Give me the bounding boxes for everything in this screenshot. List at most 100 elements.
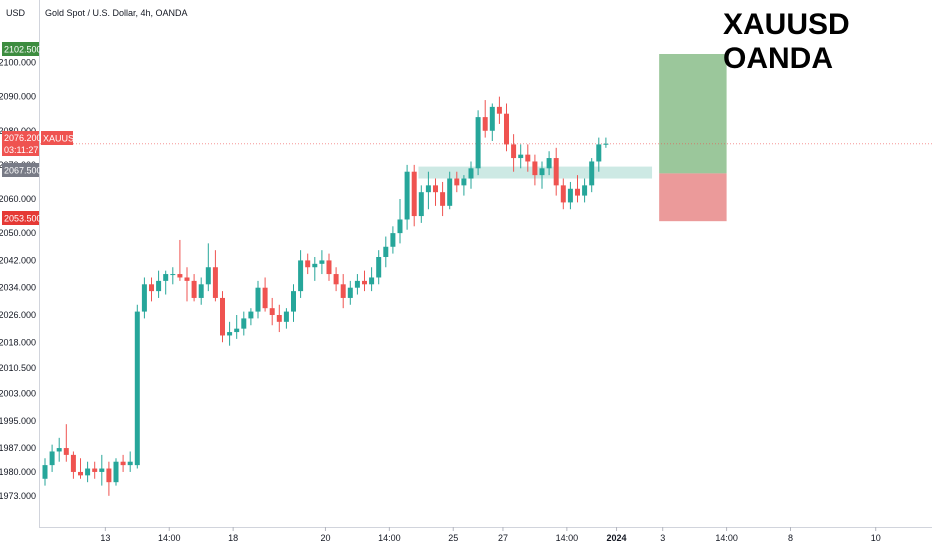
candle-body (170, 274, 176, 276)
candle-body (340, 284, 346, 298)
y-tick-label: 2018.000 (0, 337, 36, 347)
stop-price-label: 2053.500 (2, 211, 42, 225)
loss-zone (659, 173, 727, 222)
candle-body (298, 260, 304, 292)
candle (454, 171, 460, 193)
candle (504, 103, 509, 152)
candle-body (63, 448, 69, 455)
candle-body (184, 277, 190, 281)
candle-body (482, 117, 488, 131)
candle (191, 274, 197, 302)
y-tick-label: 2050.000 (0, 228, 36, 238)
candle-body (120, 461, 126, 466)
candle-body (262, 287, 268, 309)
candle (149, 277, 154, 302)
svg-text:2102.500: 2102.500 (4, 45, 42, 55)
x-tick-label: 2024 (607, 533, 627, 543)
svg-text:2053.500: 2053.500 (4, 214, 42, 224)
candle-body (227, 332, 233, 336)
y-tick-label: 2042.000 (0, 255, 36, 265)
candle-body (369, 277, 375, 285)
candle-body (347, 287, 353, 298)
candle-body (283, 311, 289, 322)
candle (397, 199, 403, 244)
candle (291, 284, 296, 322)
candle (99, 454, 105, 486)
candle-body (56, 448, 62, 452)
candle (49, 444, 55, 472)
candle (269, 297, 275, 326)
candle-body (156, 280, 162, 292)
candle-body (433, 185, 438, 193)
candle-body (504, 113, 509, 145)
candle-body (475, 117, 481, 169)
annotation-line-1: XAUUSD (723, 8, 850, 41)
candle-body (305, 260, 311, 268)
candle (262, 277, 268, 312)
candle (326, 253, 332, 281)
candle (596, 137, 602, 172)
candle-body (454, 178, 460, 186)
candle (468, 161, 474, 189)
candle-body (106, 468, 112, 483)
candle-body (191, 280, 197, 298)
candle-body (397, 219, 403, 234)
x-tick-label: 14:00 (715, 533, 738, 543)
y-tick-label: 1973.000 (0, 491, 36, 501)
candle-body (468, 168, 474, 179)
candle-body (411, 171, 417, 217)
candle-body (589, 161, 595, 186)
candle-body (248, 311, 254, 319)
candle (141, 277, 147, 319)
candle-body (234, 328, 240, 333)
candle-body (582, 185, 588, 196)
candle (85, 461, 91, 483)
x-tick-label: 8 (788, 533, 793, 543)
y-tick-label: 2090.000 (0, 92, 36, 102)
x-tick-label: 3 (660, 533, 665, 543)
candle-body (269, 308, 275, 315)
candle-body (447, 178, 453, 206)
candle (170, 267, 176, 285)
candle (184, 267, 190, 302)
current-price-label: 2076.200 03:11:27 (2, 131, 42, 156)
x-tick-label: 14:00 (556, 533, 579, 543)
candle (440, 181, 446, 217)
candle (333, 267, 339, 292)
candle (283, 308, 289, 329)
candle (575, 175, 580, 203)
candle-body (440, 192, 446, 206)
candle (461, 175, 467, 196)
y-tick-label: 2026.000 (0, 310, 36, 320)
currency-label: USD (6, 8, 26, 18)
candle (177, 239, 183, 281)
candle (376, 250, 382, 285)
candle-body (511, 144, 517, 159)
y-tick-label: 2003.000 (0, 388, 36, 398)
candle-body (425, 185, 431, 193)
candle (383, 236, 389, 268)
candle-body (489, 106, 495, 131)
x-tick-label: 27 (498, 533, 508, 543)
candle-body (78, 471, 83, 476)
candle (70, 451, 76, 479)
candle (482, 100, 488, 138)
candle-body (546, 158, 552, 169)
candle-body (496, 106, 502, 114)
candle (425, 171, 431, 210)
candle-body (198, 284, 204, 298)
candle (433, 178, 438, 206)
candle-body (560, 185, 566, 203)
candle-body (113, 461, 119, 483)
candle-body (312, 263, 318, 268)
candle-body (418, 192, 424, 217)
candle (539, 161, 545, 189)
candle (496, 96, 502, 124)
candle-body (42, 465, 48, 479)
candle (220, 291, 225, 343)
candle (525, 144, 531, 172)
candle-body (134, 311, 140, 466)
candle-body (575, 188, 580, 196)
candle-body (212, 267, 218, 298)
